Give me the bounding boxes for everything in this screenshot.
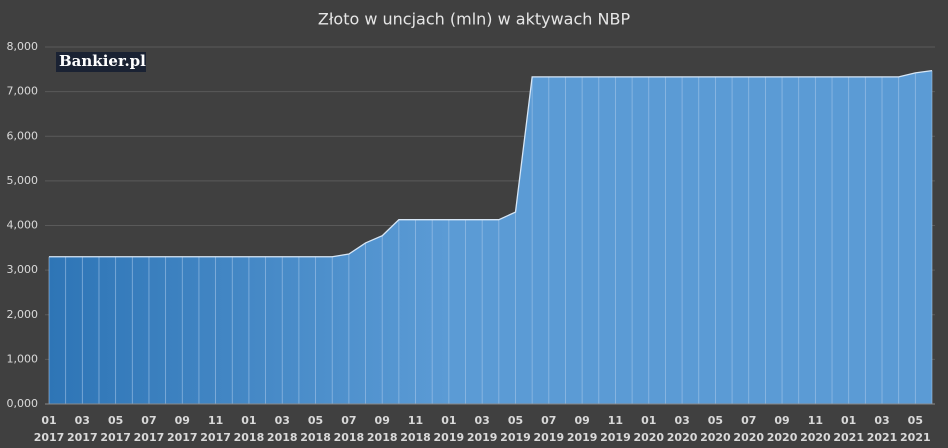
x-tick-label: 09 2018 [366, 414, 398, 444]
y-tick-label: 0,000 [7, 397, 39, 410]
x-tick-label: 09 2019 [566, 414, 598, 444]
x-tick-label: 01 2021 [833, 414, 864, 444]
x-tick-label: 09 2020 [766, 414, 798, 444]
x-tick-label: 05 2019 [500, 414, 531, 444]
x-tick-label: 07 2018 [333, 414, 365, 444]
x-tick-label: 05 2017 [100, 414, 131, 444]
x-tick-label: 11 2017 [200, 414, 231, 444]
x-tick-label: 07 2020 [733, 414, 765, 444]
y-tick-label: 1,000 [7, 352, 39, 365]
watermark: Bankier.pl [59, 52, 146, 70]
line [49, 70, 933, 258]
y-tick-label: 7,000 [7, 85, 39, 98]
watermark-bg [56, 52, 146, 72]
y-tick-label: 8,000 [7, 40, 39, 53]
x-tick-label: 11 2020 [800, 414, 831, 444]
chart-title: Złoto w uncjach (mln) w aktywach NBP [318, 10, 631, 29]
x-tick-label: 01 2018 [233, 414, 265, 444]
y-tick-label: 5,000 [7, 174, 39, 187]
x-tick-label: 01 2020 [633, 414, 665, 444]
y-tick-label: 4,000 [7, 219, 39, 232]
x-tick-label: 05 2018 [300, 414, 331, 444]
x-tick-label: 11 2018 [400, 414, 431, 444]
x-tick-label: 01 2017 [33, 414, 65, 444]
x-tick-label: 11 2019 [600, 414, 631, 444]
area [49, 70, 932, 405]
x-tick-label: 05 2021 [900, 414, 931, 444]
x-tick-label: 03 2021 [866, 414, 898, 444]
x-tick-label: 07 2017 [133, 414, 165, 444]
x-tick-label: 05 2020 [700, 414, 731, 444]
x-tick-label: 07 2019 [533, 414, 565, 444]
y-tick-label: 3,000 [7, 263, 39, 276]
x-tick-label: 03 2019 [466, 414, 498, 444]
x-tick-label: 09 2017 [166, 414, 198, 444]
y-tick-label: 6,000 [7, 129, 39, 142]
x-tick-label: 03 2018 [266, 414, 298, 444]
x-tick-label: 03 2020 [666, 414, 698, 444]
x-tick-label: 03 2017 [67, 414, 98, 444]
y-tick-label: 2,000 [7, 308, 39, 321]
x-tick-label: 01 2019 [433, 414, 465, 444]
